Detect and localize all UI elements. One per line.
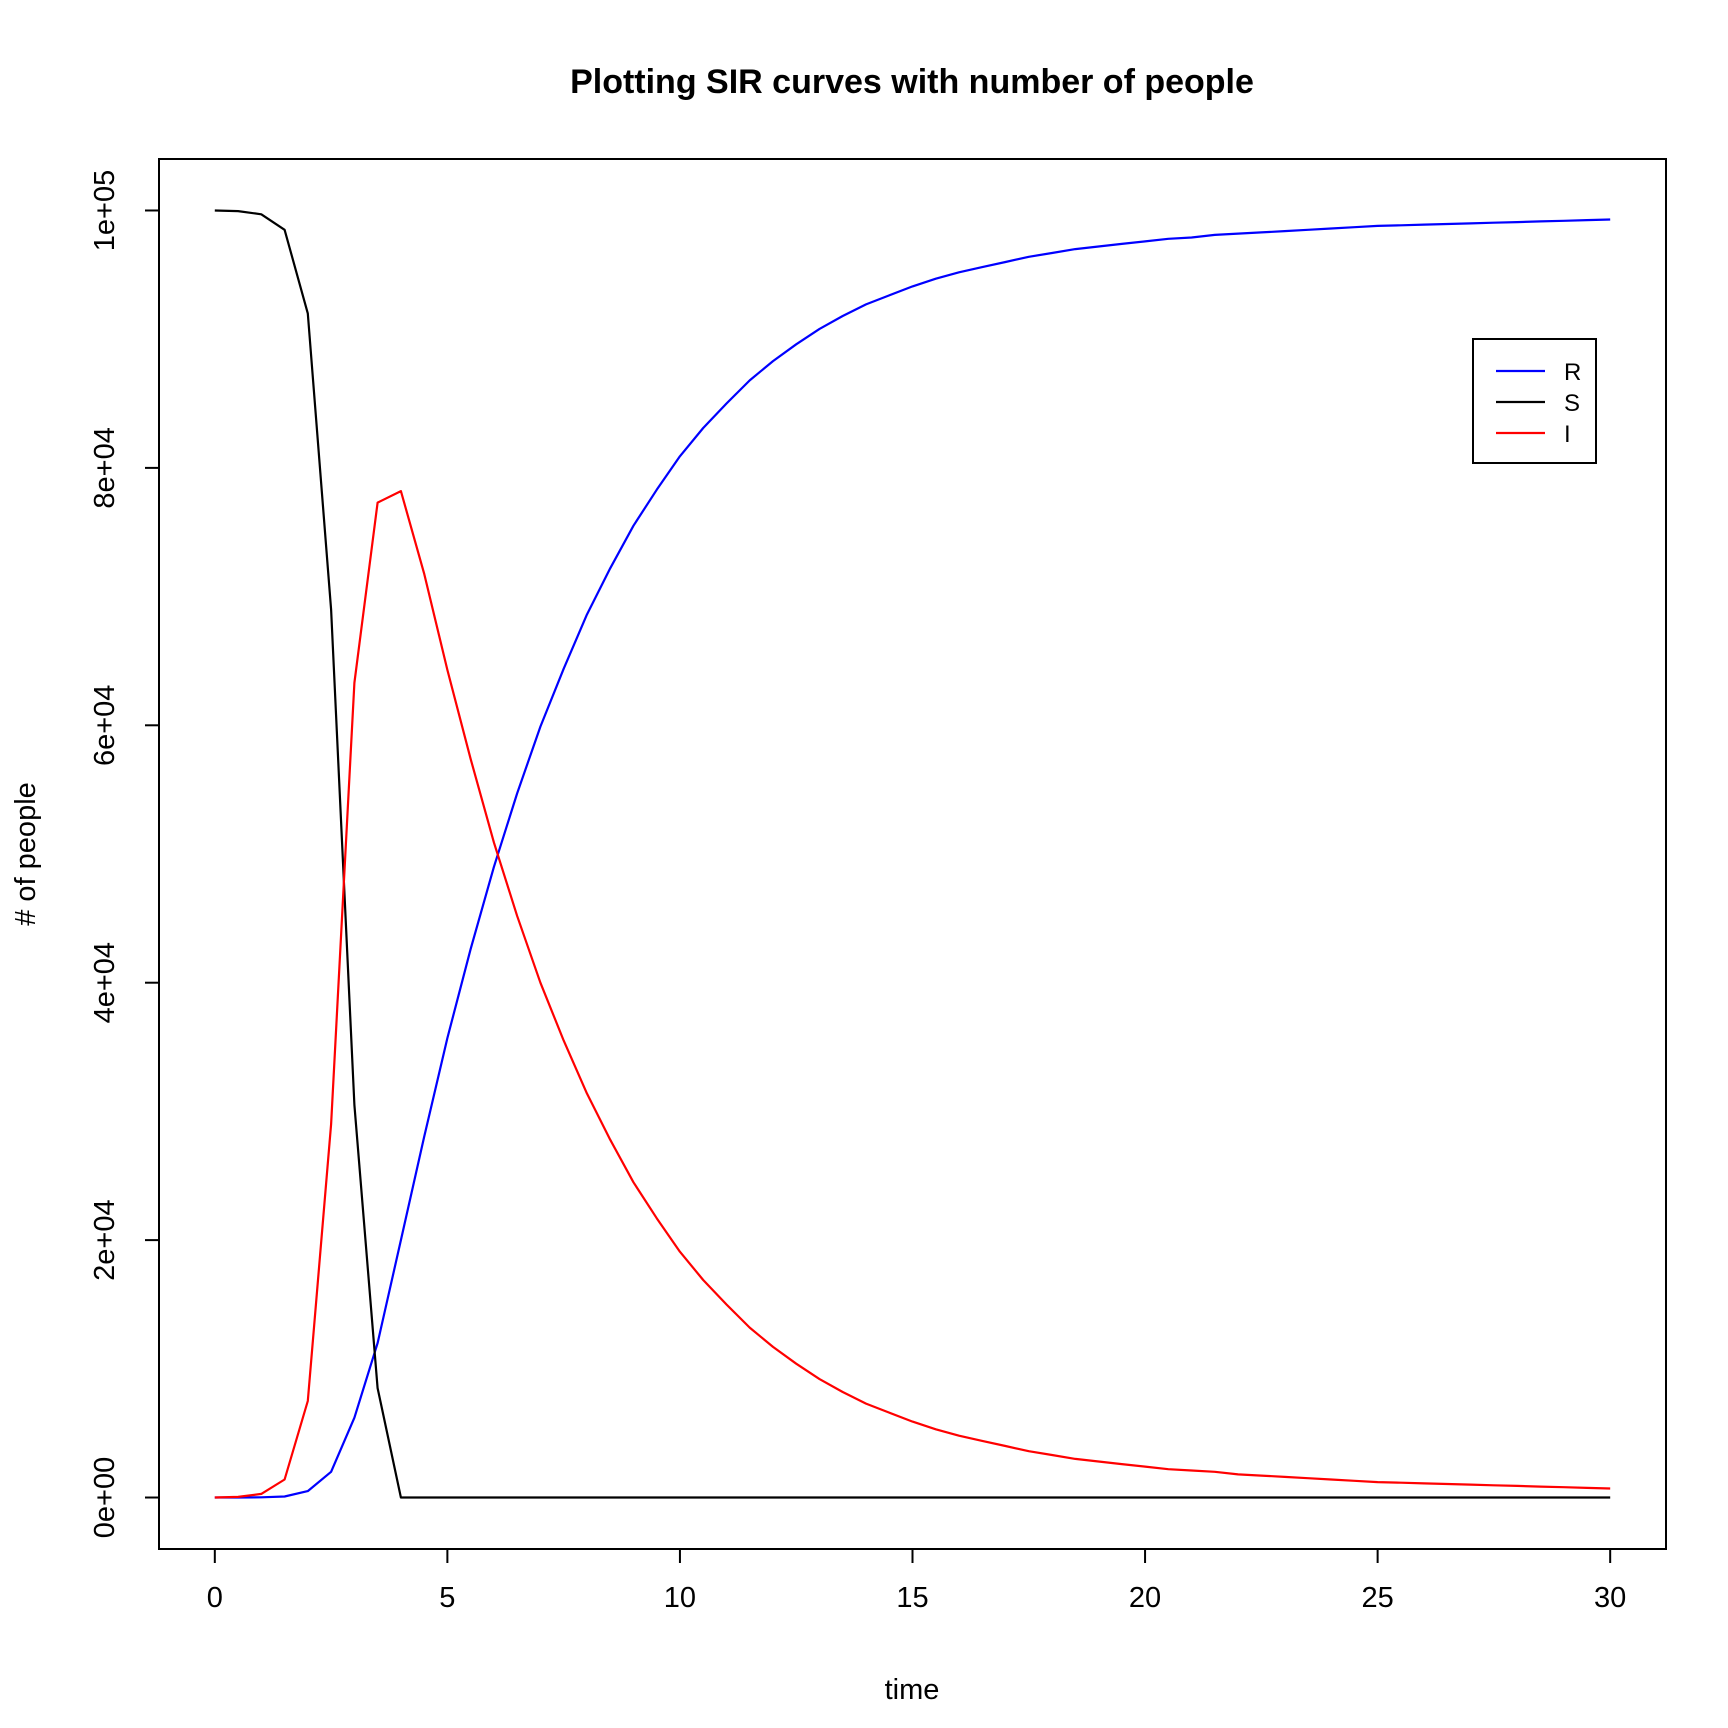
x-tick-label: 15 bbox=[896, 1582, 928, 1614]
legend: RSI bbox=[1472, 338, 1597, 464]
y-tick-label: 1e+05 bbox=[89, 170, 121, 251]
x-tick-label: 0 bbox=[207, 1582, 223, 1614]
x-axis-label: time bbox=[885, 1674, 940, 1706]
x-tick-label: 25 bbox=[1361, 1582, 1393, 1614]
axes: 0 5 10 15 20 25 30 0e+00 2e+04 4e+04 6e+04 8e+04 1e+… bbox=[89, 170, 1626, 1614]
x-tick-label: 10 bbox=[664, 1582, 696, 1614]
y-tick-label: 0e+00 bbox=[89, 1457, 121, 1538]
plot-area-frame bbox=[158, 158, 1667, 1550]
y-tick-label: 4e+04 bbox=[89, 942, 121, 1023]
series-line-r bbox=[214, 218, 1611, 1499]
x-tick-label: 20 bbox=[1129, 1582, 1161, 1614]
x-tick-label: 5 bbox=[439, 1582, 455, 1614]
y-axis-label: # of people bbox=[10, 782, 42, 926]
series-line-i bbox=[214, 490, 1611, 1499]
x-tick-label: 30 bbox=[1594, 1582, 1626, 1614]
y-tick-label: 8e+04 bbox=[89, 427, 121, 508]
series-line-s bbox=[214, 209, 1611, 1499]
legend-label-s: S bbox=[1564, 390, 1580, 417]
y-tick-label: 2e+04 bbox=[89, 1199, 121, 1280]
y-tick-label: 6e+04 bbox=[89, 685, 121, 766]
series-layer bbox=[214, 209, 1611, 1499]
legend-label-r: R bbox=[1564, 359, 1581, 386]
legend-label-i: I bbox=[1564, 421, 1571, 448]
chart-title: Plotting SIR curves with number of peopl… bbox=[570, 63, 1254, 101]
